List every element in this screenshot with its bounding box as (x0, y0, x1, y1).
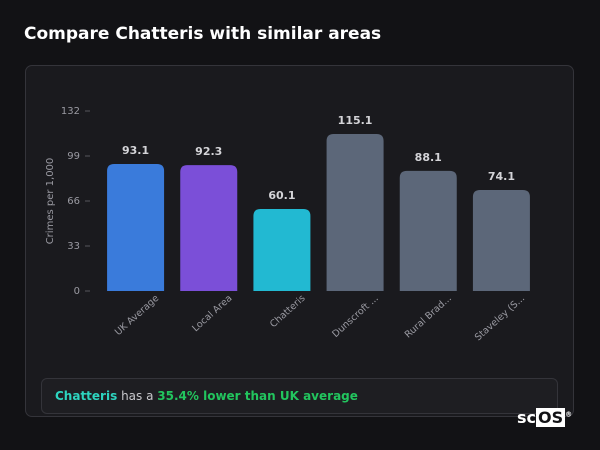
value-label: 74.1 (488, 170, 515, 183)
y-axis-label: Crimes per 1,000 (45, 158, 56, 245)
y-tick-label: 0 (74, 286, 80, 297)
bar (399, 170, 457, 291)
value-label: 93.1 (122, 144, 149, 157)
logo: sc OS ® (517, 408, 572, 427)
logo-prefix: sc (517, 408, 537, 427)
bar (180, 165, 238, 291)
y-tick-label: 33 (67, 241, 80, 252)
logo-mark: ® (565, 410, 573, 419)
x-tick-label: Local Area (190, 293, 234, 334)
y-tick-label: 66 (67, 196, 80, 207)
bar (253, 209, 311, 291)
note-highlight: 35.4% lower than UK average (157, 389, 358, 403)
value-label: 92.3 (195, 145, 222, 158)
value-label: 115.1 (338, 114, 373, 127)
y-tick-label: 132 (61, 106, 80, 117)
bar (107, 164, 165, 291)
area-name: Chatteris (55, 389, 118, 403)
summary-note: Chatteris has a 35.4% lower than UK aver… (41, 378, 558, 414)
x-tick-label: Staveley (S... (473, 293, 527, 343)
x-tick-label: Rural Brad... (403, 293, 454, 341)
x-tick-label: UK Average (113, 293, 162, 338)
note-text: has a (121, 389, 154, 403)
logo-box: OS (536, 408, 566, 427)
value-label: 88.1 (415, 151, 442, 164)
bar (472, 189, 530, 291)
x-tick-label: Chatteris (268, 293, 308, 330)
value-label: 60.1 (268, 189, 295, 202)
y-tick-label: 99 (67, 151, 80, 162)
bar (326, 134, 384, 291)
page-title: Compare Chatteris with similar areas (24, 24, 382, 44)
x-tick-label: Dunscroft ... (330, 293, 380, 340)
